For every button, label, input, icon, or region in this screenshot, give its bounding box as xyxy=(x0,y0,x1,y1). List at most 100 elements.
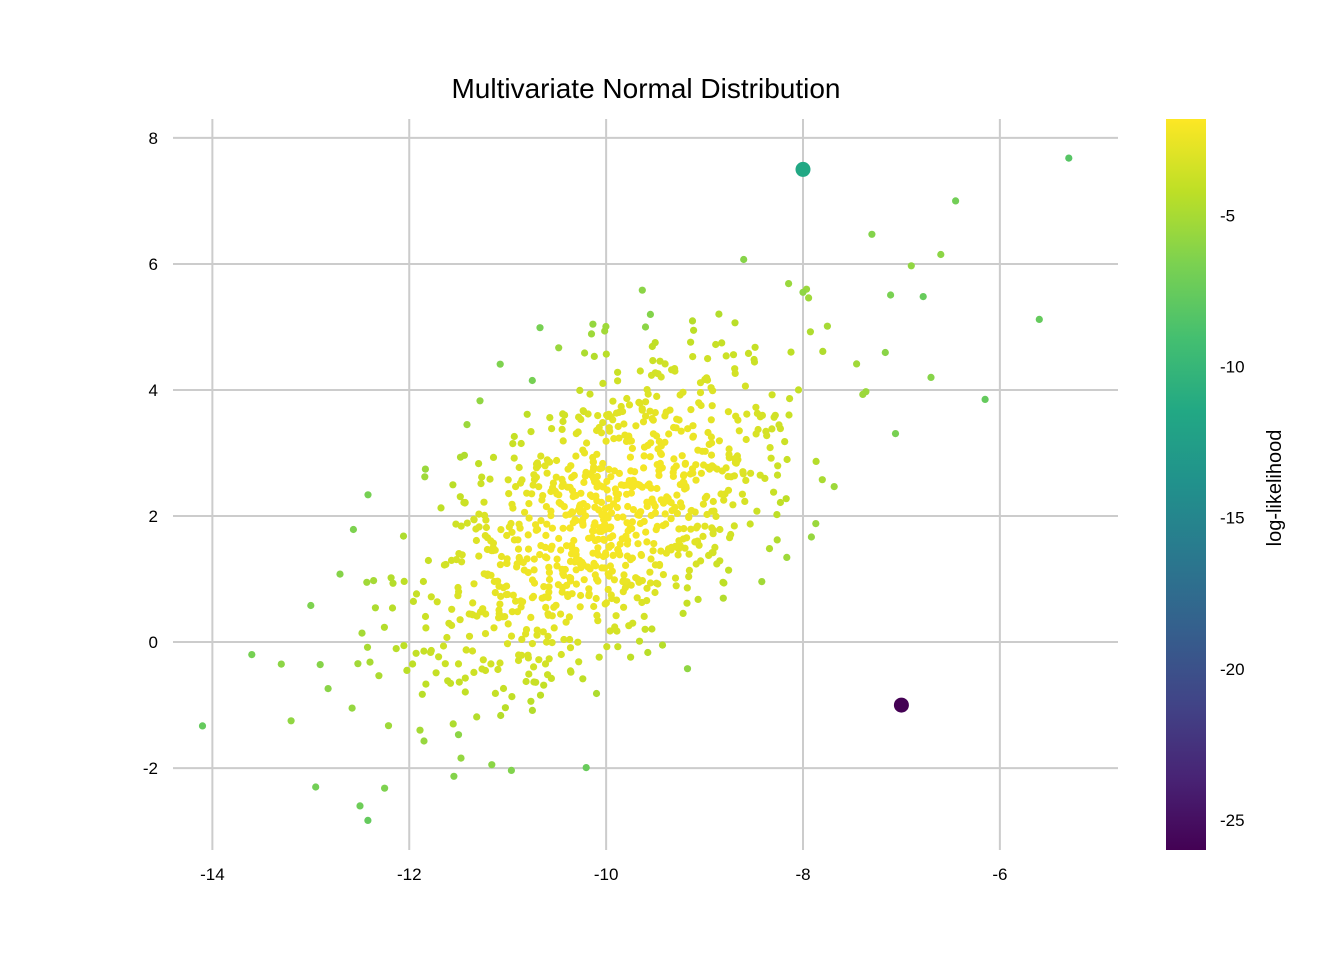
data-point xyxy=(507,766,515,775)
data-point xyxy=(644,441,652,449)
data-point xyxy=(514,656,523,665)
data-point xyxy=(588,533,596,542)
data-point xyxy=(198,722,207,730)
x-tick-label: -8 xyxy=(795,865,810,884)
data-point xyxy=(524,531,532,539)
data-point xyxy=(786,395,794,403)
data-point xyxy=(716,525,724,534)
data-point xyxy=(891,430,900,438)
data-point xyxy=(572,546,580,555)
data-point xyxy=(530,555,538,563)
data-point xyxy=(725,445,733,453)
data-point xyxy=(751,343,759,351)
data-point xyxy=(481,630,490,638)
data-point xyxy=(579,560,587,569)
data-point xyxy=(478,665,486,673)
data-point xyxy=(640,452,648,460)
data-point xyxy=(521,508,529,516)
data-point xyxy=(776,498,785,507)
data-point xyxy=(513,560,521,568)
data-point xyxy=(730,472,739,480)
data-point xyxy=(672,582,680,590)
data-point xyxy=(489,453,498,461)
data-point xyxy=(887,291,895,299)
data-point xyxy=(603,486,611,494)
y-tick-label: -2 xyxy=(143,759,158,778)
data-point xyxy=(708,402,716,410)
data-point xyxy=(636,481,644,489)
data-point xyxy=(501,704,509,712)
data-point xyxy=(509,440,517,448)
data-point xyxy=(604,412,612,420)
data-point xyxy=(696,389,705,397)
data-point xyxy=(483,545,491,554)
data-point xyxy=(807,533,816,541)
data-point xyxy=(671,574,680,582)
data-point xyxy=(823,322,832,330)
data-point xyxy=(646,453,654,461)
data-point xyxy=(717,490,725,498)
data-point xyxy=(673,509,682,517)
data-point xyxy=(631,468,639,476)
data-point xyxy=(510,454,518,462)
data-point xyxy=(681,544,689,552)
data-point xyxy=(636,367,644,375)
data-point xyxy=(574,638,582,646)
data-point xyxy=(672,424,680,432)
data-point xyxy=(697,557,705,565)
data-point xyxy=(450,772,458,780)
data-point xyxy=(610,435,618,443)
data-point xyxy=(381,784,389,792)
data-point xyxy=(316,661,324,669)
data-point xyxy=(515,463,523,472)
data-point xyxy=(709,549,717,557)
data-point xyxy=(547,507,555,515)
data-point xyxy=(440,561,448,569)
data-point xyxy=(685,513,693,522)
data-point xyxy=(354,660,362,668)
data-point xyxy=(609,532,617,540)
data-point xyxy=(449,481,457,489)
data-point xyxy=(768,425,776,433)
data-point xyxy=(558,565,566,574)
data-point xyxy=(662,549,671,557)
data-point xyxy=(735,427,743,435)
data-point xyxy=(543,520,551,528)
data-point xyxy=(575,658,583,666)
data-point xyxy=(475,523,483,531)
data-point xyxy=(461,499,469,507)
data-point xyxy=(952,197,960,205)
data-point xyxy=(650,540,658,548)
data-point xyxy=(648,415,656,423)
data-point xyxy=(651,561,660,569)
data-point xyxy=(527,613,535,622)
data-point xyxy=(446,679,455,687)
data-point xyxy=(419,577,427,586)
data-point xyxy=(420,737,428,745)
data-point xyxy=(718,339,726,347)
data-point xyxy=(510,536,518,544)
data-point xyxy=(685,566,694,575)
data-point xyxy=(505,490,513,498)
data-point xyxy=(773,536,781,544)
data-point xyxy=(665,430,673,438)
data-point xyxy=(539,628,547,636)
data-point xyxy=(530,663,538,671)
data-point xyxy=(538,496,546,504)
data-point xyxy=(604,585,612,594)
data-point xyxy=(614,545,622,554)
data-point xyxy=(637,551,646,560)
data-point xyxy=(868,230,876,238)
data-point xyxy=(628,444,637,452)
data-point xyxy=(579,675,587,683)
data-point xyxy=(583,439,591,447)
data-point xyxy=(557,650,565,659)
y-tick-label: 4 xyxy=(149,381,158,400)
data-point xyxy=(384,722,393,730)
data-point xyxy=(596,524,605,532)
data-point xyxy=(1065,154,1073,162)
data-point xyxy=(594,535,602,543)
data-point xyxy=(545,655,553,663)
data-point xyxy=(701,375,709,384)
data-point xyxy=(523,410,531,418)
